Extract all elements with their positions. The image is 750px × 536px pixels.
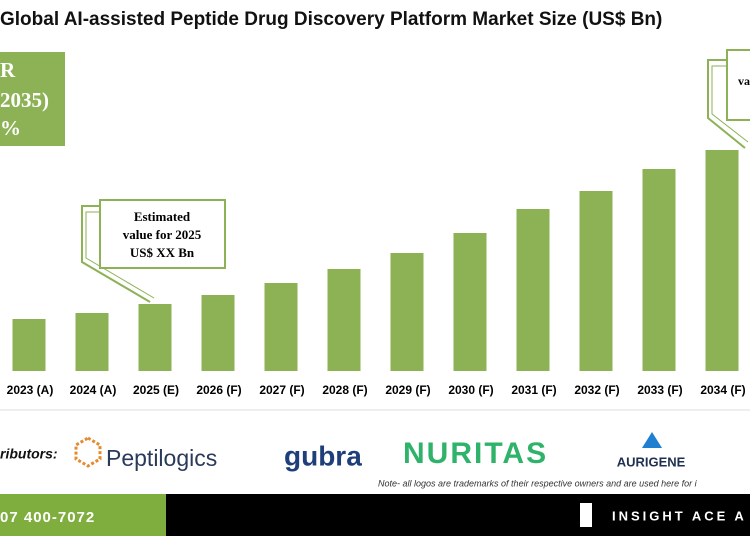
- footer-bar: [166, 494, 750, 536]
- x-tick-label: 2033 (F): [637, 383, 682, 397]
- plot: 2023 (A) 2024 (A) 2025 (E) 2026 (F) 2027 (F)…: [7, 150, 746, 397]
- logo-text: Peptilogics: [106, 445, 217, 471]
- bar: [516, 209, 550, 371]
- x-tick-label: 2029 (F): [385, 383, 430, 397]
- x-tick-label: 2025 (E): [133, 383, 179, 397]
- callout-box: [99, 199, 226, 269]
- callout-box: [726, 49, 750, 121]
- callout-line: [81, 205, 151, 303]
- callout-text: Estimated: [134, 209, 191, 224]
- x-tick-label: 2031 (F): [511, 383, 556, 397]
- note: Note- all logos are trademarks of their …: [378, 478, 698, 488]
- logo-text: gubra: [284, 440, 362, 471]
- x-tick-label: 2023 (A): [7, 383, 54, 397]
- bar: [642, 169, 676, 371]
- x-tick-label: 2028 (F): [322, 383, 367, 397]
- logo-icon: [642, 432, 662, 448]
- callout-text: value for 2025: [123, 227, 202, 242]
- cagr-text: 2035): [0, 88, 49, 112]
- cagr-box: [0, 52, 65, 146]
- bar: [705, 150, 739, 371]
- logo-text: NURITAS: [403, 437, 548, 470]
- bar: [327, 269, 361, 371]
- footer-phone-box: [0, 494, 166, 536]
- callout-text: US$ XX Bn: [130, 245, 195, 260]
- chart-title: Global AI-assisted Peptide Drug Discover…: [0, 9, 662, 30]
- bar: [390, 253, 424, 371]
- bar: [579, 191, 613, 371]
- logo-icon: [74, 436, 102, 468]
- cagr-text: R: [0, 58, 16, 82]
- bar: [264, 283, 298, 371]
- distributors-label: ributors:: [0, 446, 58, 462]
- bar: [201, 295, 235, 371]
- bar: [138, 304, 172, 371]
- callout-line: [707, 59, 746, 149]
- logo-text: AURIGENE: [617, 454, 686, 469]
- x-tick-label: 2027 (F): [259, 383, 304, 397]
- footer-brand: INSIGHT ACE A: [612, 508, 747, 523]
- x-tick-label: 2024 (A): [70, 383, 117, 397]
- x-tick-label: 2030 (F): [448, 383, 493, 397]
- x-tick-label: 2034 (F): [700, 383, 745, 397]
- x-tick-label: 2032 (F): [574, 383, 619, 397]
- callout-text: va: [738, 74, 750, 88]
- footer-phone: 07 400-7072: [0, 509, 95, 526]
- callout-line: [85, 211, 155, 299]
- bar: [75, 313, 109, 371]
- x-tick-label: 2026 (F): [196, 383, 241, 397]
- callout-line: [711, 65, 749, 143]
- cagr-text: %: [0, 116, 21, 140]
- footer-logo-icon: [580, 503, 592, 527]
- bar: [453, 233, 487, 371]
- bar: [12, 319, 46, 371]
